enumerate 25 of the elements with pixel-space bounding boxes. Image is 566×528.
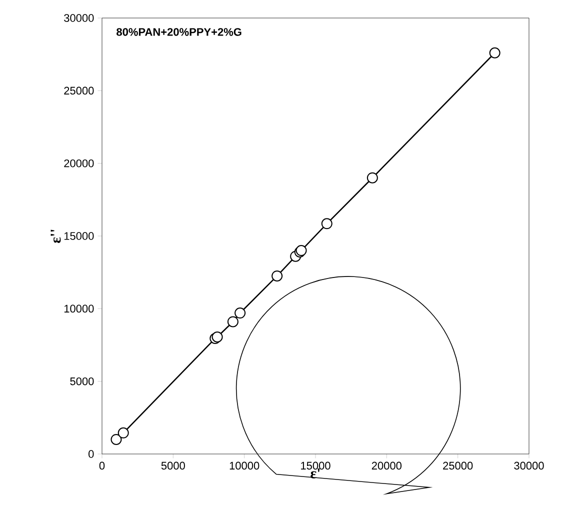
point	[321, 218, 332, 230]
y-axis-title: ε''	[50, 230, 61, 243]
point	[118, 427, 129, 438]
x-tick-label: 10000	[230, 462, 260, 470]
x-tick-label: 15000	[301, 462, 330, 470]
x-tick-label: 30000	[514, 462, 544, 470]
x-tick-label: 25000	[443, 462, 473, 470]
y-tick-label: 0	[88, 450, 94, 458]
y-tick-label: 20000	[64, 159, 94, 168]
y-tick-label: 25000	[64, 86, 94, 95]
y-tick-label: 5000	[70, 377, 94, 386]
point	[366, 172, 378, 184]
x-axis-title: ε'	[310, 468, 320, 478]
point	[489, 47, 500, 58]
x-tick-label: 5000	[161, 462, 185, 470]
point	[272, 270, 283, 282]
annotation: 80%PAN+20%PPY+2%G	[116, 28, 242, 36]
y-tick-label: 10000	[64, 304, 94, 313]
x-tick-label: 0	[99, 462, 105, 470]
y-tick-label: 30000	[64, 14, 94, 22]
point	[110, 434, 122, 445]
y-tick-label: 15000	[64, 232, 94, 240]
x-tick-label: 20000	[372, 462, 402, 470]
point	[227, 316, 238, 328]
point	[234, 308, 246, 319]
